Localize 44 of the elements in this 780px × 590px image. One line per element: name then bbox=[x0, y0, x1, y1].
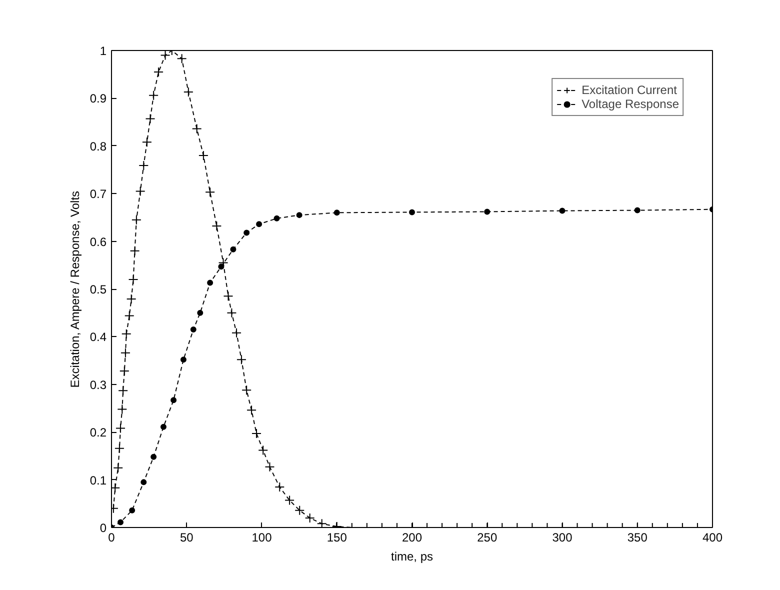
y-tick-label: 0.4 bbox=[90, 330, 107, 344]
y-axis-title: Excitation, Ampere / Response, Volts bbox=[68, 190, 82, 388]
x-tick-label: 100 bbox=[252, 530, 272, 544]
x-tick-label: 300 bbox=[552, 530, 573, 544]
x-axis-title: time, ps bbox=[390, 550, 434, 564]
point bbox=[207, 280, 214, 286]
point bbox=[230, 246, 236, 252]
point bbox=[484, 208, 490, 215]
point bbox=[197, 310, 204, 316]
y-tick-label: 0.8 bbox=[90, 139, 107, 154]
y-tick-label: 0.6 bbox=[90, 234, 107, 249]
y-tick-label: 0.3 bbox=[90, 378, 107, 392]
y-tick-label: 1 bbox=[100, 44, 107, 58]
x-tick-label: 250 bbox=[477, 530, 498, 544]
x-tick-label: 350 bbox=[627, 530, 648, 544]
y-tick-label: 0.2 bbox=[90, 426, 107, 440]
point bbox=[634, 207, 640, 214]
x-tick-label: 200 bbox=[402, 530, 422, 544]
point bbox=[129, 507, 136, 514]
point bbox=[190, 326, 196, 333]
point bbox=[256, 221, 262, 228]
y-tick-label: 0.7 bbox=[90, 187, 107, 202]
y-tick-label: 0.1 bbox=[90, 473, 107, 488]
x-tick-label: 50 bbox=[180, 530, 194, 544]
point bbox=[140, 479, 147, 486]
y-tick-label: 0.9 bbox=[90, 92, 107, 106]
point bbox=[170, 397, 177, 404]
point bbox=[296, 212, 302, 218]
legend-label: Excitation Current bbox=[582, 83, 677, 97]
point bbox=[160, 424, 166, 430]
point bbox=[409, 209, 415, 216]
x-tick-label: 150 bbox=[326, 530, 348, 544]
point bbox=[244, 230, 250, 236]
y-tick-label: 0 bbox=[100, 521, 107, 535]
x-tick-label: 400 bbox=[702, 530, 723, 544]
legend-label: Voltage Response bbox=[582, 97, 679, 111]
y-tick-label: 0.5 bbox=[90, 282, 107, 296]
x-tick-label: 0 bbox=[108, 530, 116, 544]
point bbox=[150, 454, 157, 460]
point bbox=[274, 215, 280, 222]
point bbox=[559, 208, 566, 214]
point bbox=[334, 210, 340, 216]
point bbox=[118, 519, 124, 526]
point bbox=[180, 356, 186, 363]
